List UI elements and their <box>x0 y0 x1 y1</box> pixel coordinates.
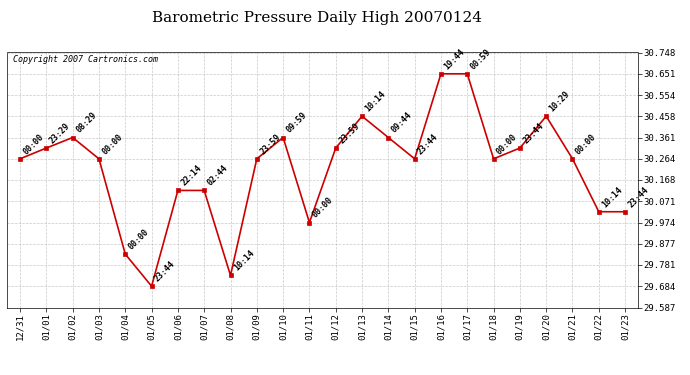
Text: 00:59: 00:59 <box>469 47 493 71</box>
Text: 09:44: 09:44 <box>390 111 414 135</box>
Text: 02:44: 02:44 <box>206 164 230 188</box>
Text: 00:00: 00:00 <box>100 132 124 156</box>
Text: 00:00: 00:00 <box>495 132 519 156</box>
Text: 08:29: 08:29 <box>74 111 98 135</box>
Text: Copyright 2007 Cartronics.com: Copyright 2007 Cartronics.com <box>13 55 158 64</box>
Text: 00:00: 00:00 <box>127 227 150 251</box>
Text: 23:44: 23:44 <box>521 121 545 145</box>
Text: 00:00: 00:00 <box>21 132 46 156</box>
Text: 23:44: 23:44 <box>627 185 651 209</box>
Text: 23:59: 23:59 <box>258 132 282 156</box>
Text: 23:59: 23:59 <box>337 121 361 145</box>
Text: 23:29: 23:29 <box>48 121 72 145</box>
Text: 22:14: 22:14 <box>179 164 204 188</box>
Text: 19:44: 19:44 <box>442 47 466 71</box>
Text: 09:59: 09:59 <box>284 111 308 135</box>
Text: 10:29: 10:29 <box>548 89 571 113</box>
Text: 10:14: 10:14 <box>600 185 624 209</box>
Text: 00:00: 00:00 <box>574 132 598 156</box>
Text: 10:14: 10:14 <box>364 89 388 113</box>
Text: Barometric Pressure Daily High 20070124: Barometric Pressure Daily High 20070124 <box>152 11 482 25</box>
Text: 23:44: 23:44 <box>153 260 177 284</box>
Text: 23:44: 23:44 <box>416 132 440 156</box>
Text: 10:14: 10:14 <box>232 249 256 273</box>
Text: 00:00: 00:00 <box>310 196 335 220</box>
